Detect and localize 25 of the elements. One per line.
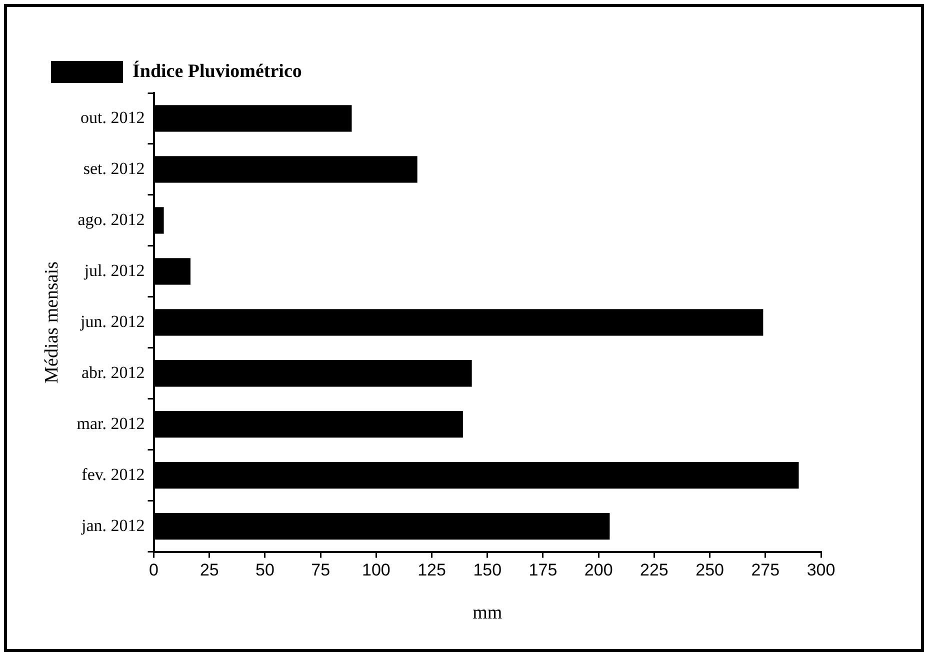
x-tick-label: 125 bbox=[418, 560, 446, 580]
x-axis-title: mm bbox=[472, 602, 502, 624]
y-tick-label: mar. 2012 bbox=[76, 414, 145, 433]
x-tick-label: 300 bbox=[806, 560, 836, 580]
x-tick-label: 50 bbox=[256, 560, 274, 580]
y-tick-label: out. 2012 bbox=[80, 108, 145, 127]
x-tick-label: 175 bbox=[528, 560, 558, 580]
x-tick-label: 250 bbox=[696, 560, 724, 580]
y-tick-label: jun. 2012 bbox=[80, 312, 145, 331]
y-tick-label: abr. 2012 bbox=[82, 362, 145, 382]
legend-label: Índice Pluviométrico bbox=[132, 60, 302, 82]
x-tick-label: 100 bbox=[362, 560, 390, 580]
x-tick-label: 225 bbox=[640, 560, 668, 580]
x-tick-label: 275 bbox=[751, 560, 780, 580]
y-tick-label: ago. 2012 bbox=[78, 210, 145, 229]
x-tick-label: 25 bbox=[200, 560, 219, 580]
x-tick-label: 0 bbox=[149, 560, 159, 580]
y-tick-label: set. 2012 bbox=[83, 158, 145, 178]
y-axis-title: Médias mensais bbox=[41, 261, 62, 384]
x-tick-label: 200 bbox=[584, 560, 613, 580]
y-tick-label: jul. 2012 bbox=[83, 260, 145, 280]
x-tick-label: 75 bbox=[311, 560, 330, 580]
x-tick-label: 150 bbox=[473, 560, 502, 580]
y-tick-label: jan. 2012 bbox=[80, 516, 145, 535]
y-tick-label: fev. 2012 bbox=[82, 464, 145, 484]
